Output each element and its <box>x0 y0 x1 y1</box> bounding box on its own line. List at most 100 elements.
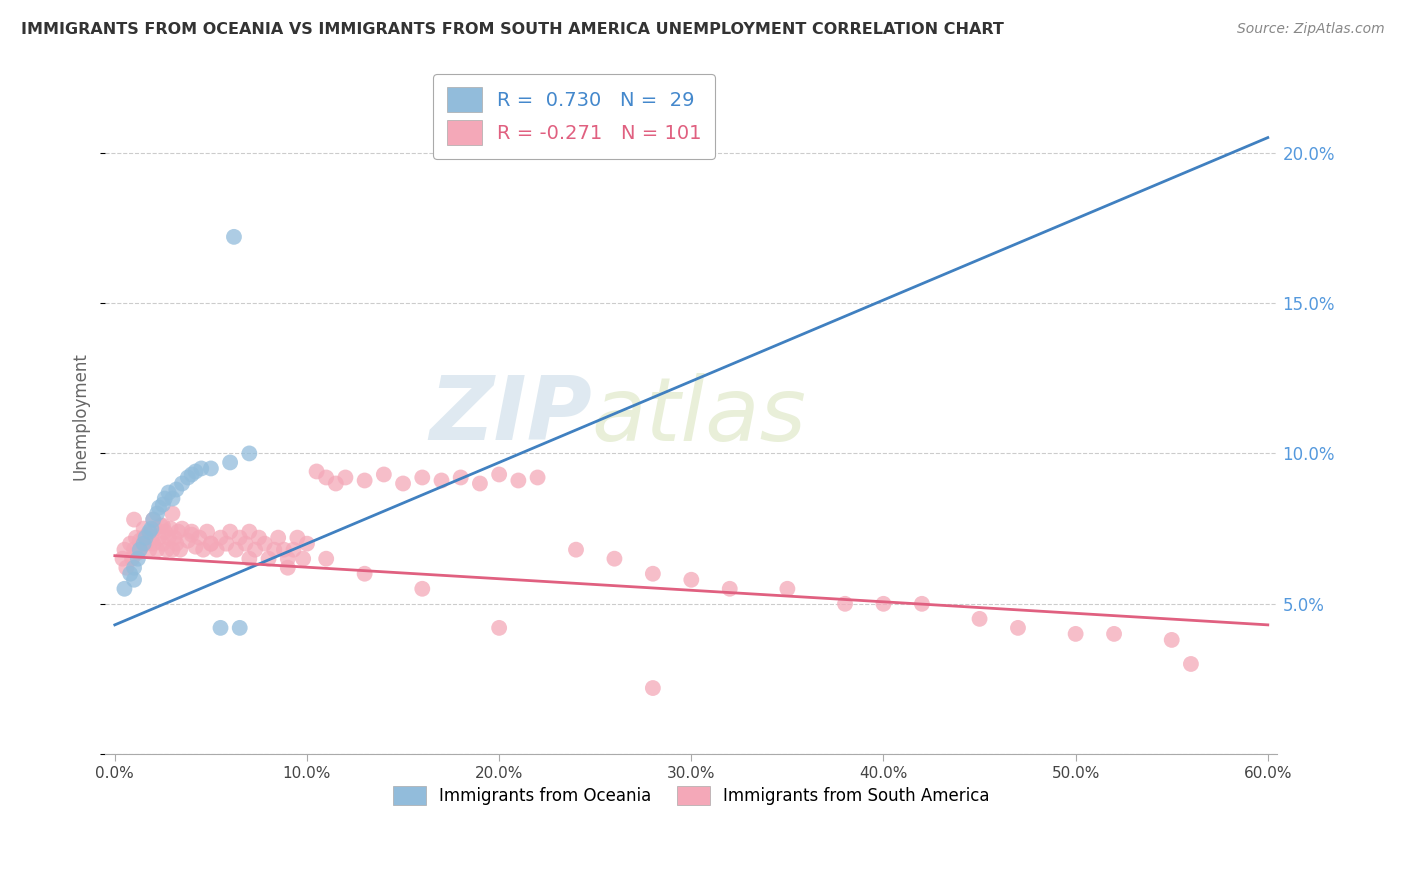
Point <box>163 531 186 545</box>
Point <box>565 542 588 557</box>
Point <box>125 531 148 545</box>
Point <box>718 582 741 596</box>
Point <box>641 566 664 581</box>
Point <box>149 518 172 533</box>
Point <box>170 522 193 536</box>
Point <box>115 560 138 574</box>
Point <box>1160 632 1182 647</box>
Point <box>277 560 299 574</box>
Point <box>165 536 187 550</box>
Point <box>188 531 211 545</box>
Text: Source: ZipAtlas.com: Source: ZipAtlas.com <box>1237 22 1385 37</box>
Point <box>157 531 180 545</box>
Point <box>209 531 232 545</box>
Point <box>142 536 165 550</box>
Point <box>219 524 242 539</box>
Point <box>152 518 174 533</box>
Point <box>353 566 375 581</box>
Point <box>148 500 170 515</box>
Point <box>267 531 290 545</box>
Point <box>141 531 163 545</box>
Point <box>292 551 315 566</box>
Point <box>325 476 347 491</box>
Point <box>167 524 190 539</box>
Point <box>238 551 260 566</box>
Point <box>128 542 150 557</box>
Point <box>162 542 184 557</box>
Point <box>353 474 375 488</box>
Point <box>253 536 276 550</box>
Point <box>148 531 170 545</box>
Point <box>287 531 309 545</box>
Point <box>411 582 433 596</box>
Text: ZIP: ZIP <box>429 372 592 459</box>
Point <box>911 597 934 611</box>
Point <box>450 470 472 484</box>
Point <box>219 455 242 469</box>
Point <box>156 542 179 557</box>
Point <box>138 524 160 539</box>
Point <box>135 531 157 545</box>
Point <box>152 498 174 512</box>
Point <box>834 597 856 611</box>
Point <box>143 522 166 536</box>
Point <box>180 524 202 539</box>
Point <box>132 531 155 545</box>
Point <box>238 446 260 460</box>
Point <box>138 542 160 557</box>
Point <box>392 476 415 491</box>
Point <box>603 551 626 566</box>
Point <box>243 542 266 557</box>
Point <box>112 582 135 596</box>
Point <box>162 491 184 506</box>
Point <box>205 542 228 557</box>
Point <box>165 483 187 497</box>
Point <box>315 551 337 566</box>
Point <box>177 470 200 484</box>
Point <box>141 522 163 536</box>
Point <box>488 621 510 635</box>
Point <box>135 536 157 550</box>
Point <box>153 524 176 539</box>
Point <box>229 621 252 635</box>
Point <box>127 551 149 566</box>
Point <box>131 540 153 554</box>
Point <box>969 612 991 626</box>
Point <box>335 470 357 484</box>
Point <box>277 551 299 566</box>
Point <box>159 522 181 536</box>
Point <box>152 536 174 550</box>
Point <box>247 531 270 545</box>
Point <box>120 536 142 550</box>
Point <box>162 507 184 521</box>
Point <box>142 513 165 527</box>
Point <box>295 536 318 550</box>
Point <box>222 230 245 244</box>
Point <box>225 542 247 557</box>
Point <box>215 536 238 550</box>
Point <box>177 533 200 548</box>
Text: atlas: atlas <box>592 373 807 458</box>
Point <box>146 542 169 557</box>
Point <box>681 573 703 587</box>
Point <box>200 536 222 550</box>
Point <box>122 560 145 574</box>
Point <box>1064 627 1087 641</box>
Point <box>238 524 260 539</box>
Point <box>128 533 150 548</box>
Point <box>136 527 159 541</box>
Point <box>180 527 202 541</box>
Point <box>200 536 222 550</box>
Point <box>273 542 295 557</box>
Point <box>1102 627 1125 641</box>
Point <box>132 536 155 550</box>
Point <box>111 551 134 566</box>
Point <box>1007 621 1029 635</box>
Point <box>193 542 215 557</box>
Point <box>121 551 143 566</box>
Point <box>157 485 180 500</box>
Point <box>411 470 433 484</box>
Point <box>153 491 176 506</box>
Point <box>195 524 218 539</box>
Y-axis label: Unemployment: Unemployment <box>72 351 89 480</box>
